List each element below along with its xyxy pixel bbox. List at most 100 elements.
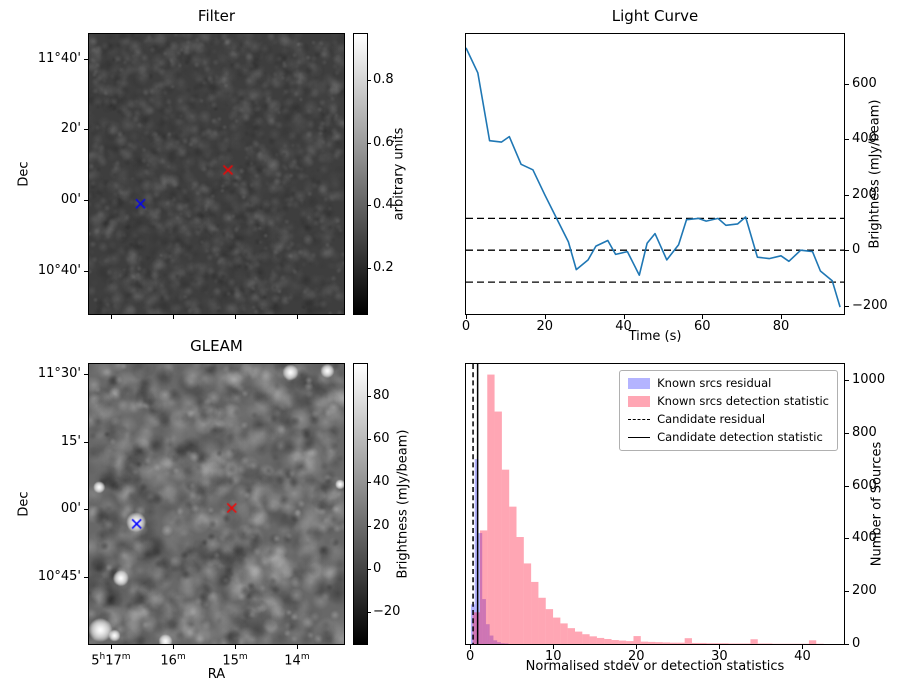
- tick-mark: [368, 482, 371, 484]
- tick-label: 200: [852, 186, 877, 202]
- histogram-bar: [721, 643, 729, 644]
- histogram-bar: [509, 506, 517, 644]
- histogram-bar: [553, 617, 561, 644]
- histogram-bar: [655, 642, 663, 644]
- dashed-line-swatch: [628, 419, 651, 420]
- histogram-bar: [713, 643, 722, 644]
- light-curve-ylabel: Brightness (mJy/beam): [867, 99, 883, 249]
- histogram-bar: [670, 642, 678, 644]
- histogram-bar: [640, 641, 649, 644]
- tick-label: 60: [693, 319, 711, 334]
- gleam-image-plot: [88, 363, 345, 645]
- histogram-canvas: [470, 364, 824, 644]
- legend-label: Known srcs residual: [657, 376, 772, 390]
- light-curve-plot: [465, 33, 845, 315]
- tick-mark: [84, 441, 88, 443]
- histogram-bar: [531, 581, 539, 644]
- histogram-bar: [470, 604, 475, 644]
- tick-mark: [845, 194, 849, 196]
- histogram-bar: [575, 631, 583, 644]
- tick-mark: [719, 645, 721, 649]
- tick-mark: [845, 591, 849, 593]
- tick-label: 11°30': [37, 365, 81, 381]
- tick-mark: [368, 205, 371, 207]
- gleam-colorbar-label: Brightness (mJy/beam): [395, 429, 411, 579]
- tick-label: 0.4: [373, 197, 394, 213]
- tick-mark: [296, 645, 298, 649]
- filter-noise-image: [89, 34, 344, 314]
- tick-label: 40: [373, 474, 390, 490]
- tick-label: 1000: [852, 371, 886, 387]
- tick-mark: [84, 199, 88, 201]
- histogram-bar: [582, 634, 590, 644]
- tick-label: −200: [852, 297, 888, 313]
- tick-mark: [368, 525, 371, 527]
- light-curve-canvas: [466, 47, 844, 308]
- tick-mark: [368, 612, 371, 614]
- light-curve-line: [466, 47, 841, 308]
- histogram-bar: [684, 638, 692, 644]
- tick-mark: [173, 645, 175, 649]
- legend-item-candidate-detstat: Candidate detection statistic: [628, 431, 829, 444]
- tick-mark: [553, 645, 555, 649]
- tick-mark: [173, 315, 175, 319]
- tick-mark: [845, 485, 849, 487]
- legend-item-candidate-residual: Candidate residual: [628, 413, 829, 426]
- tick-label: 10: [544, 649, 562, 664]
- histogram-bar: [677, 642, 685, 644]
- tick-mark: [845, 644, 849, 645]
- tick-mark: [845, 432, 849, 434]
- legend-label: Candidate residual: [657, 412, 766, 426]
- tick-label: 15m: [222, 652, 248, 669]
- histogram-bar: [728, 643, 736, 644]
- tick-mark: [845, 379, 849, 381]
- light-curve-xlabel: Time (s): [628, 329, 682, 344]
- histogram-bar: [662, 642, 671, 644]
- tick-mark: [84, 509, 88, 511]
- histogram-bar: [706, 643, 714, 644]
- tick-label: 00': [60, 191, 81, 207]
- tick-mark: [845, 538, 849, 540]
- tick-mark: [84, 373, 88, 375]
- tick-label: 11°40': [37, 50, 81, 66]
- histogram-bar: [478, 533, 483, 644]
- histogram-bar: [699, 642, 707, 644]
- tick-mark: [84, 577, 88, 579]
- filter-colorbar: [353, 33, 368, 315]
- tick-label: 20: [536, 319, 554, 334]
- tick-mark: [845, 250, 849, 252]
- tick-mark: [845, 139, 849, 141]
- histogram-bar: [750, 639, 758, 644]
- histogram-bar: [500, 643, 505, 644]
- tick-label: 0: [373, 561, 382, 577]
- histogram-bar: [523, 563, 532, 644]
- tick-label: 80: [772, 319, 790, 334]
- tick-mark: [110, 645, 112, 649]
- histogram-bar: [560, 623, 568, 644]
- tick-mark: [368, 395, 371, 397]
- tick-label: 400: [852, 131, 877, 147]
- tick-label: 00': [60, 501, 81, 517]
- histogram-bar: [757, 643, 766, 644]
- tick-label: 0: [461, 319, 471, 334]
- known-residual-swatch: [628, 378, 651, 389]
- histogram-bar: [765, 643, 773, 644]
- histogram-bar: [735, 643, 744, 644]
- tick-label: 80: [373, 387, 390, 403]
- histogram-bar: [545, 609, 554, 644]
- tick-mark: [368, 438, 371, 440]
- tick-mark: [368, 268, 371, 269]
- tick-mark: [235, 645, 236, 649]
- tick-mark: [368, 80, 371, 81]
- tick-label: 15': [60, 433, 81, 449]
- tick-label: 0: [466, 649, 475, 664]
- tick-label: 40: [615, 319, 632, 334]
- tick-mark: [84, 58, 88, 60]
- gleam-xlabel-ra: RA: [207, 667, 226, 682]
- histogram-bar: [611, 640, 619, 644]
- tick-mark: [110, 315, 112, 319]
- tick-label: −20: [373, 604, 401, 620]
- tick-mark: [845, 83, 849, 85]
- tick-mark: [296, 315, 298, 319]
- filter-ylabel-dec: Dec: [16, 161, 32, 187]
